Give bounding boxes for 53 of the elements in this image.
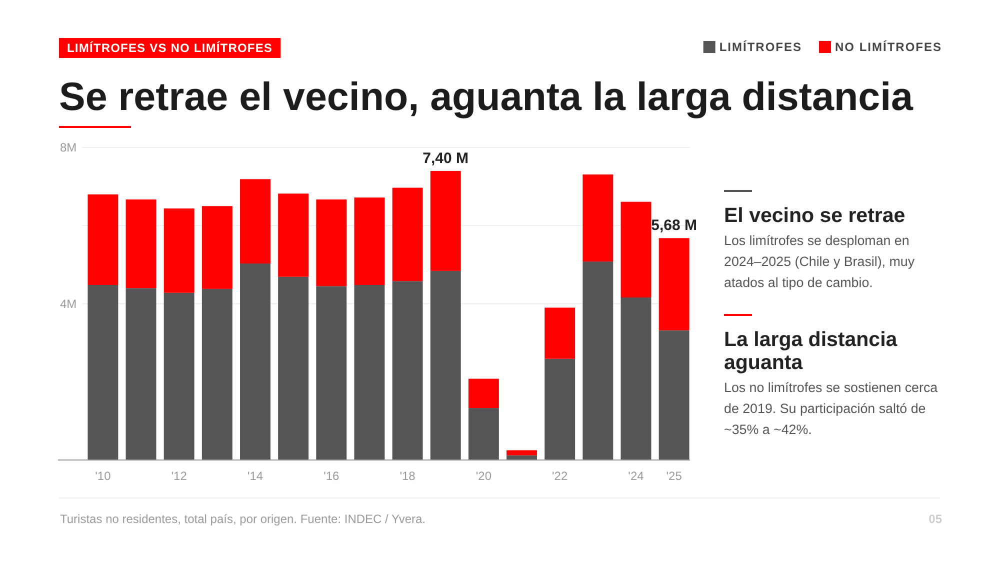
bar	[88, 194, 118, 285]
bar	[240, 264, 270, 460]
y-tick-label: 8M	[60, 140, 77, 154]
bar	[126, 199, 156, 288]
bar	[658, 238, 690, 330]
bar	[658, 330, 690, 460]
bar	[354, 285, 385, 460]
bar	[278, 194, 309, 277]
bar	[544, 308, 576, 359]
text: Turistas no residentes, total país, por origen. Fuente: INDEC / Yvera.	[60, 512, 426, 526]
bar	[506, 450, 537, 456]
x-tick-label: '25	[666, 469, 682, 483]
bar	[468, 378, 499, 408]
bar	[316, 286, 347, 460]
bar	[316, 199, 347, 286]
bar	[164, 292, 194, 460]
text: Los limítrofes se desploman en 2024–2025 (Chile y Brasil), muy atados al tipo de cambio.	[724, 233, 915, 290]
x-tick-label: '14	[247, 469, 264, 483]
x-tick-label: '12	[171, 469, 188, 483]
bar	[126, 288, 156, 460]
bar	[430, 170, 461, 271]
bar	[468, 408, 499, 460]
x-tick-label: '18	[400, 469, 416, 483]
x-tick-label: '22	[552, 469, 568, 483]
bar	[164, 208, 194, 293]
bar	[582, 262, 614, 460]
bar	[544, 358, 576, 460]
bar	[240, 179, 270, 264]
text: El vecino se retrae	[724, 204, 906, 227]
bar	[88, 285, 118, 460]
bar	[354, 198, 385, 285]
x-tick-label: '20	[476, 469, 492, 483]
bar	[430, 270, 461, 460]
total-label: 5,68 M	[651, 217, 697, 234]
bar	[202, 288, 232, 460]
text: Los no limítrofes se sostienen cerca de 2019. Su participación saltó de ~35% a ~42%.	[724, 380, 938, 437]
bar	[202, 206, 232, 289]
y-tick-label: 4M	[60, 296, 77, 311]
x-tick-label: '16	[324, 469, 340, 483]
text: La larga distancia aguanta	[724, 328, 898, 374]
chart-title: Se retrae el vecino, aguanta la larga distancia	[59, 75, 914, 119]
legend-label: LIMÍTROFES	[719, 40, 802, 54]
x-tick-label: '10	[95, 469, 112, 483]
bar	[278, 276, 309, 460]
text: LIMÍTROFES VS NO LIMÍTROFES	[67, 41, 273, 55]
bar	[392, 188, 423, 282]
bar	[582, 174, 614, 262]
total-label: 7,40 M	[422, 150, 469, 167]
bar	[620, 298, 652, 460]
bar	[392, 281, 423, 460]
legend-label: NO LIMÍTROFES	[835, 40, 942, 54]
x-tick-label: '24	[628, 469, 644, 483]
bar	[620, 202, 652, 298]
